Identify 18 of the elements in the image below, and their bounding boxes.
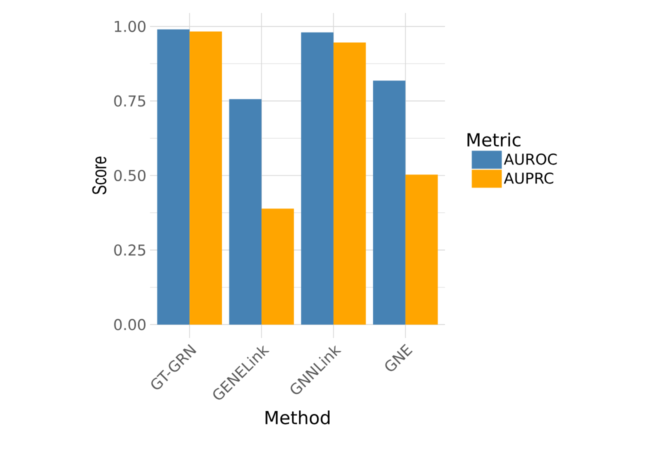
- y-tick-label: 0.25: [114, 244, 146, 256]
- bar: [190, 31, 222, 325]
- y-axis-title: Score: [92, 156, 106, 194]
- y-tick-label: 1.00: [114, 20, 146, 32]
- legend-title: Metric: [468, 132, 520, 147]
- y-tick-label: 0.50: [114, 170, 146, 182]
- bar: [262, 208, 294, 325]
- y-tick-label: 0.00: [114, 318, 146, 330]
- legend-label: AUPRC: [504, 172, 554, 184]
- bar: [157, 29, 190, 325]
- bar: [373, 80, 406, 325]
- bar: [229, 99, 262, 325]
- bar: [333, 42, 366, 325]
- legend-label: AUROC: [504, 154, 557, 165]
- bar: [301, 32, 334, 325]
- x-axis-title: Method: [266, 410, 330, 424]
- y-tick-label: 0.75: [114, 95, 146, 107]
- bar: [405, 174, 438, 325]
